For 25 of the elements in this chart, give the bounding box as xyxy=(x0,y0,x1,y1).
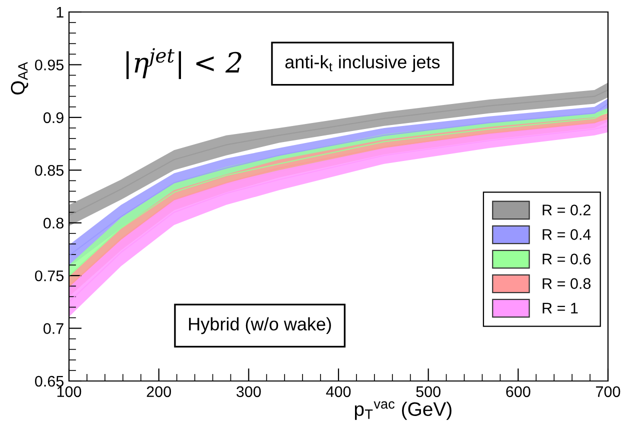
x-tick-label: 400 xyxy=(326,386,351,398)
y-tick-label: 0.9 xyxy=(44,112,64,124)
y-tick-label: 0.65 xyxy=(35,376,64,387)
y-tick-label: 1 xyxy=(56,7,64,18)
annotation: |η$^{jet}$| < 2 xyxy=(126,48,242,80)
y-tick-label: 0.95 xyxy=(35,60,64,70)
x-tick-label: 600 xyxy=(506,386,530,398)
y-axis-title: Q$_{AA}$ xyxy=(10,62,28,95)
annotation: Hybrid (w/o wake) xyxy=(189,317,331,334)
y-tick-label: 0.85 xyxy=(35,165,64,176)
y-tick-label: 0.75 xyxy=(35,270,64,282)
legend-label: R = 0.4 xyxy=(542,229,591,240)
x-tick-label: 100 xyxy=(57,386,82,398)
legend-label: R = 0.2 xyxy=(542,204,590,216)
x-tick-label: 200 xyxy=(146,386,171,398)
annotation: anti-k$_{t}$ inclusive jets xyxy=(285,55,440,72)
x-tick-label: 700 xyxy=(596,386,620,398)
x-axis-title: p$_{T}$$^{vac}$ (GeV) xyxy=(354,401,452,420)
legend-label: R = 0.8 xyxy=(542,278,591,289)
x-tick-label: 300 xyxy=(236,386,261,398)
legend-label: R = 0.6 xyxy=(542,254,591,264)
y-tick-label: 0.8 xyxy=(44,218,64,229)
y-tick-label: 0.7 xyxy=(44,323,64,334)
x-tick-label: 500 xyxy=(416,386,440,398)
legend-label: R = 1 xyxy=(542,302,578,314)
